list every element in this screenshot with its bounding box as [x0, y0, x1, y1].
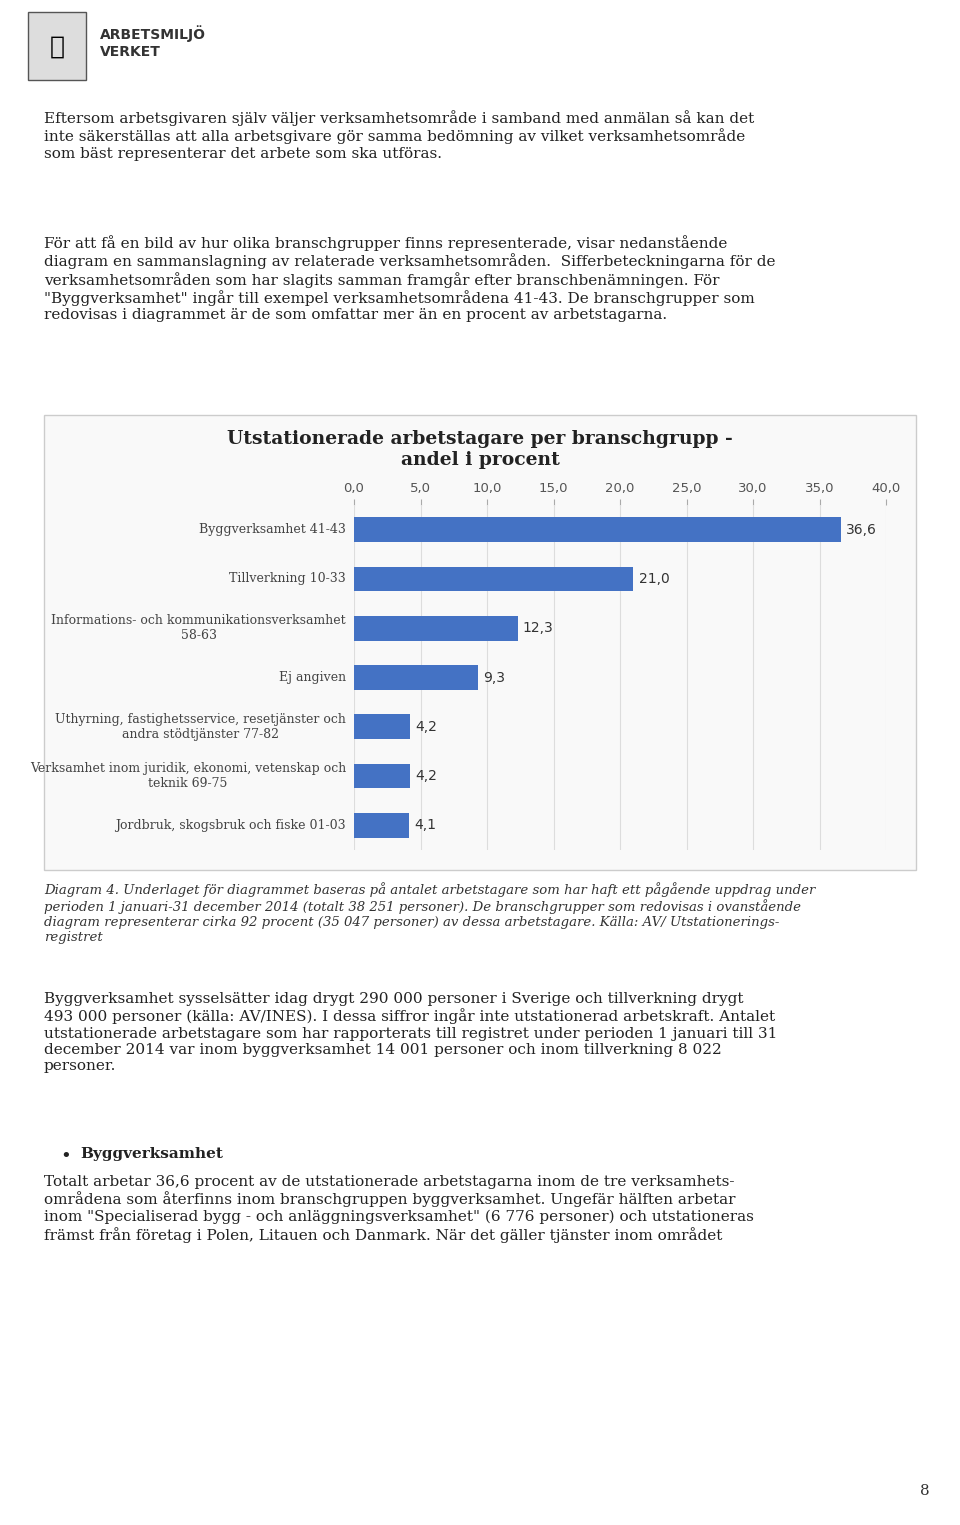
Bar	[354, 813, 409, 837]
Text: För att få en bild av hur olika branschgrupper finns representerade, visar nedan: För att få en bild av hur olika branschg…	[44, 235, 776, 322]
Text: 4,2: 4,2	[415, 720, 437, 734]
Bar	[354, 764, 410, 788]
Bar	[354, 616, 517, 640]
Text: Diagram 4. Underlaget för diagrammet baseras på antalet arbetstagare som har haf: Diagram 4. Underlaget för diagrammet bas…	[44, 881, 815, 944]
Text: Utstationerade arbetstagare per branschgrupp -
andel i procent: Utstationerade arbetstagare per branschg…	[228, 430, 732, 468]
Text: Informations- och kommunikationsverksamhet
58-63: Informations- och kommunikationsverksamh…	[52, 615, 346, 642]
Bar	[44, 415, 916, 869]
Text: Tillverkning 10-33: Tillverkning 10-33	[229, 572, 346, 586]
Bar	[354, 715, 410, 740]
Text: 36,6: 36,6	[846, 523, 877, 537]
Text: 9,3: 9,3	[483, 671, 505, 685]
Text: Byggverksamhet sysselsätter idag drygt 290 000 personer i Sverige och tillverkni: Byggverksamhet sysselsätter idag drygt 2…	[44, 991, 778, 1074]
Text: 👑: 👑	[50, 35, 64, 59]
Text: Jordbruk, skogsbruk och fiske 01-03: Jordbruk, skogsbruk och fiske 01-03	[115, 819, 346, 831]
Text: 8: 8	[921, 1484, 930, 1498]
Text: Byggverksamhet: Byggverksamhet	[80, 1147, 223, 1161]
Text: ARBETSMILJÖ: ARBETSMILJÖ	[100, 24, 206, 41]
Text: 4,1: 4,1	[414, 819, 436, 833]
Text: Verksamhet inom juridik, ekonomi, vetenskap och
teknik 69-75: Verksamhet inom juridik, ekonomi, vetens…	[30, 762, 346, 790]
Bar	[354, 567, 634, 592]
Bar	[354, 517, 841, 541]
Text: Totalt arbetar 36,6 procent av de utstationerade arbetstagarna inom de tre verks: Totalt arbetar 36,6 procent av de utstat…	[44, 1174, 754, 1243]
Text: Uthyrning, fastighetsservice, resetjänster och
andra stödtjänster 77-82: Uthyrning, fastighetsservice, resetjänst…	[55, 712, 346, 741]
Text: 12,3: 12,3	[523, 621, 554, 636]
Text: VERKET: VERKET	[100, 46, 161, 59]
Bar	[28, 12, 86, 79]
Text: Ej angiven: Ej angiven	[278, 671, 346, 685]
Bar	[354, 665, 478, 689]
Text: Byggverksamhet 41-43: Byggverksamhet 41-43	[199, 523, 346, 537]
Text: •: •	[60, 1147, 71, 1165]
Text: 21,0: 21,0	[638, 572, 669, 586]
Text: 4,2: 4,2	[415, 769, 437, 782]
Text: Eftersom arbetsgivaren själv väljer verksamhetsområde i samband med anmälan så k: Eftersom arbetsgivaren själv väljer verk…	[44, 110, 755, 160]
